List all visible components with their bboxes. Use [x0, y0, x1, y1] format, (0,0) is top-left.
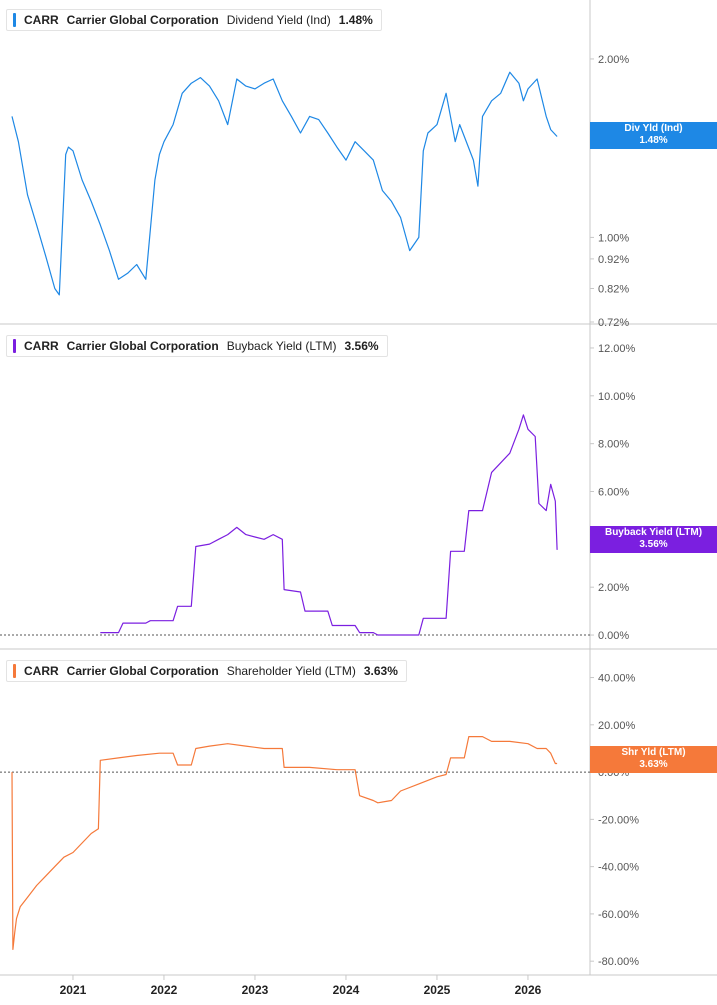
y-tick-label: -40.00% [598, 862, 639, 874]
y-tick-label: 8.00% [598, 439, 629, 451]
legend-company: Carrier Global Corporation [66, 339, 219, 353]
y-tick-label: -20.00% [598, 814, 639, 826]
badge-label: Buyback Yield (LTM) [604, 527, 703, 538]
x-tick-label: 2026 [515, 983, 542, 997]
legend-ticker: CARR [24, 13, 59, 27]
badge-label: Div Yld (Ind) [624, 123, 683, 134]
y-tick-label: 40.00% [598, 673, 636, 685]
y-tick-label: -60.00% [598, 909, 639, 921]
badge-buyback-yield: Buyback Yield (LTM) 3.56% [590, 526, 717, 553]
y-tick-label: 2.00% [598, 54, 629, 66]
legend-value: 1.48% [338, 13, 373, 27]
x-tick-label: 2025 [424, 983, 451, 997]
y-tick-label: 0.92% [598, 254, 629, 266]
legend-ticker: CARR [24, 664, 59, 678]
legend-company: Carrier Global Corporation [66, 664, 219, 678]
y-tick-label: 0.00% [598, 630, 629, 642]
badge-dividend-yield: Div Yld (Ind) 1.48% [590, 122, 717, 149]
x-tick-label: 2024 [333, 983, 360, 997]
y-tick-label: 0.82% [598, 284, 629, 296]
y-tick-label: 6.00% [598, 487, 629, 499]
legend-value: 3.56% [344, 339, 379, 353]
series-line [100, 414, 558, 636]
y-tick-label: 12.00% [598, 343, 636, 355]
legend-metric: Buyback Yield (LTM) [226, 339, 337, 353]
series-line [11, 71, 558, 296]
badge-label: Shr Yld (LTM) [621, 747, 686, 758]
x-tick-label: 2022 [151, 983, 178, 997]
y-tick-label: 2.00% [598, 582, 629, 594]
legend-metric: Shareholder Yield (LTM) [226, 664, 356, 678]
badge-value: 3.63% [639, 759, 668, 770]
legend-dividend-yield: CARR Carrier Global Corporation Dividend… [6, 9, 382, 31]
ticks-layer: 0.72%0.82%0.92%1.00%2.00%0.00%2.00%4.00%… [60, 54, 640, 997]
x-tick-label: 2021 [60, 983, 87, 997]
legend-company: Carrier Global Corporation [66, 13, 219, 27]
axes-layer [0, 0, 717, 976]
legend-ticker: CARR [24, 339, 59, 353]
series-line [11, 736, 558, 950]
legend-metric: Dividend Yield (Ind) [226, 13, 331, 27]
y-tick-label: 10.00% [598, 391, 636, 403]
y-tick-label: 1.00% [598, 232, 629, 244]
legend-swatch-dividend [13, 13, 16, 27]
x-tick-label: 2023 [242, 983, 269, 997]
legend-swatch-buyback [13, 339, 16, 353]
legend-swatch-shareholder [13, 664, 16, 678]
y-tick-label: -80.00% [598, 956, 639, 968]
badge-value: 1.48% [639, 135, 668, 146]
badge-shareholder-yield: Shr Yld (LTM) 3.63% [590, 746, 717, 773]
legend-shareholder-yield: CARR Carrier Global Corporation Sharehol… [6, 660, 407, 682]
y-tick-label: 20.00% [598, 720, 636, 732]
y-tick-label: 0.72% [598, 317, 629, 329]
legend-value: 3.63% [363, 664, 398, 678]
legend-buyback-yield: CARR Carrier Global Corporation Buyback … [6, 335, 388, 357]
series-layer [11, 71, 558, 950]
badge-value: 3.56% [639, 539, 668, 550]
